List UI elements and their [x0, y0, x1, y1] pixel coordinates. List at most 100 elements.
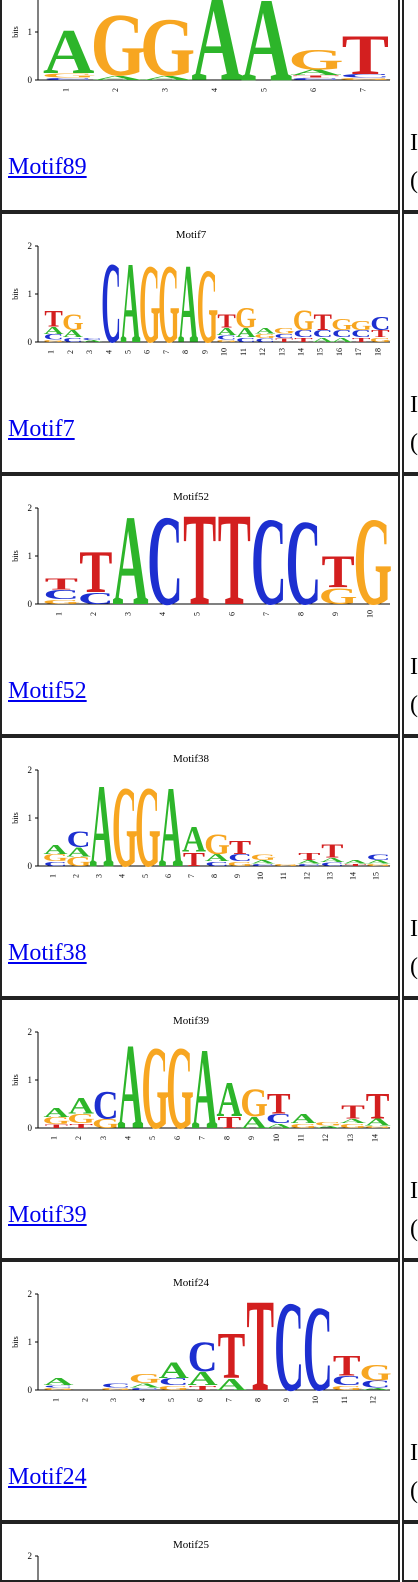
logo-letter-T: T	[275, 337, 293, 343]
position-label: 6	[196, 1398, 205, 1402]
logo-letter-C: C	[351, 329, 371, 340]
logo-letter-A: A	[205, 853, 229, 864]
logo-letter-A: A	[255, 327, 275, 336]
position-label: 14	[348, 872, 357, 880]
logo-letter-T: T	[183, 848, 205, 870]
motif-link[interactable]: Motif24	[8, 1464, 87, 1490]
logo-letter-C: C	[251, 491, 287, 632]
logo-letter-G: G	[166, 1022, 194, 1155]
logo-letter-C: C	[236, 336, 256, 343]
info-text: I	[410, 916, 418, 942]
logo-cell: Motif89012bitsCGA1AG2AG3A4A5CTAG6GCT7Mot…	[0, 0, 400, 212]
logo-letter-C: C	[361, 1379, 391, 1390]
logo-letter-C: C	[297, 863, 321, 867]
y-axis-label: bits	[11, 1074, 20, 1086]
position-label: 3	[85, 350, 94, 354]
position-label: 10	[256, 872, 265, 880]
position-label: 1	[51, 1398, 60, 1402]
info-cell: I(	[402, 474, 418, 736]
info-cell: I(	[402, 998, 418, 1260]
logo-letter-T: T	[344, 863, 367, 867]
motif-link[interactable]: Motif89	[8, 154, 87, 180]
logo-letter-G: G	[43, 853, 69, 864]
logo-letter-A: A	[44, 325, 64, 336]
info-text: (	[410, 430, 418, 456]
logo-letter-A: A	[297, 859, 321, 865]
position-label: 4	[210, 88, 219, 92]
motif-row: Motif39 0 1 2 bits T G A 1 T G A 2 G C 3 A 4 G 5 G 6 A 7 T A 8 A G 9 A…	[0, 998, 418, 1260]
position-label: 8	[210, 874, 219, 878]
logo-letter-T: T	[189, 1384, 217, 1391]
y-tick-label: 0	[28, 861, 33, 871]
logo-letter-G: G	[135, 763, 161, 892]
logo-cell: Motif39 0 1 2 bits T G A 1 T G A 2 G C 3 A 4 G 5 G 6 A 7 T A 8 A G 9 A…	[0, 998, 400, 1260]
logo-letter-G: G	[92, 1116, 120, 1131]
position-label: 11	[340, 1396, 349, 1404]
position-label: 7	[162, 350, 171, 354]
logo-letter-C: C	[44, 860, 68, 867]
logo-letter-A: A	[366, 859, 390, 865]
position-label: 7	[187, 874, 196, 878]
logo-letter-A: A	[63, 329, 83, 340]
logo-letter-C: C	[43, 1385, 73, 1389]
logo-letter-A: A	[90, 761, 114, 893]
logo-letter-A: A	[142, 74, 194, 81]
logo-letter-A: A	[130, 1382, 161, 1389]
logo-letter-A: A	[44, 842, 69, 857]
logo-letter-G: G	[197, 248, 219, 366]
logo-letter-A: A	[217, 1072, 243, 1127]
logo-letter-C: C	[340, 73, 391, 79]
logo-letter-C: C	[67, 826, 91, 852]
logo-letter-G: G	[42, 1387, 74, 1391]
y-tick-label: 2	[28, 503, 33, 513]
info-text: I	[410, 392, 418, 418]
logo-letter-C: C	[286, 495, 322, 631]
logo-letter-T: T	[313, 309, 331, 335]
motif-row: Motif24 0 1 2 bits G C A 1 2 G C 3 C A G 4 G C A 5 T A C 6 A T 7 T 8 C…	[0, 1260, 418, 1522]
position-label: 7	[358, 88, 367, 92]
logo-letter-T: T	[352, 336, 371, 343]
logo-letter-T: T	[371, 329, 390, 340]
position-label: 3	[161, 88, 170, 92]
logo-letter-G: G	[353, 491, 392, 632]
logo-letter-G: G	[319, 584, 358, 610]
logo-letter-G: G	[141, 1022, 169, 1155]
logo-letter-G: G	[331, 1384, 363, 1391]
position-label: 12	[258, 348, 267, 356]
logo-title: Motif39	[173, 1015, 210, 1027]
position-label: 11	[279, 872, 288, 880]
y-tick-label: 1	[28, 289, 33, 299]
logo-letter-G: G	[290, 1122, 318, 1130]
position-label: 4	[124, 1136, 133, 1140]
logo-letter-G: G	[204, 827, 230, 860]
logo-letter-G: G	[370, 336, 392, 343]
position-label: 9	[331, 612, 340, 616]
logo-letter-T: T	[69, 1122, 93, 1130]
position-label: 13	[325, 872, 334, 880]
y-tick-label: 2	[28, 1551, 33, 1561]
position-label: 3	[124, 612, 133, 616]
logo-letter-A: A	[44, 1105, 70, 1120]
motif-link[interactable]: Motif39	[8, 1202, 87, 1228]
position-label: 8	[181, 350, 190, 354]
motif-link[interactable]: Motif52	[8, 678, 87, 704]
motif-link[interactable]: Motif7	[8, 416, 75, 442]
position-label: 12	[302, 872, 311, 880]
position-label: 14	[297, 348, 306, 356]
logo-title: Motif24	[173, 1277, 210, 1289]
info-cell: I(	[402, 212, 418, 474]
position-label: 13	[346, 1134, 355, 1142]
logo-letter-A: A	[113, 489, 149, 633]
motif-link[interactable]: Motif38	[8, 940, 87, 966]
logo-cell: Motif24 0 1 2 bits G C A 1 2 G C 3 C A G 4 G C A 5 T A C 6 A T 7 T 8 C…	[0, 1260, 400, 1522]
y-tick-label: 1	[28, 1337, 33, 1347]
logo-letter-G: G	[240, 1081, 268, 1125]
logo-letter-C: C	[147, 489, 183, 633]
position-label: 4	[138, 1398, 147, 1402]
y-tick-label: 0	[28, 1123, 33, 1133]
logo-letter-T: T	[218, 485, 251, 633]
info-text: I	[410, 130, 418, 156]
logo-letter-C: C	[274, 1274, 304, 1418]
